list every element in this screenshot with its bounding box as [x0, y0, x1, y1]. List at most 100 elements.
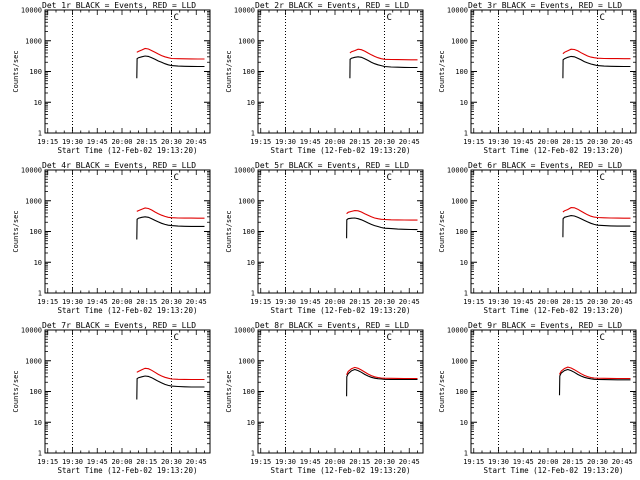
- x-tick-label: 20:00: [111, 298, 132, 306]
- x-tick-label: 19:45: [513, 458, 534, 466]
- plot-frame: [470, 9, 637, 134]
- x-tick-label: 20:15: [562, 298, 583, 306]
- x-tick-label: 19:45: [87, 138, 108, 146]
- x-axis-label: Start Time (12-Feb-02 19:13:20): [58, 306, 198, 315]
- marker-label: C: [387, 173, 392, 183]
- marker-label: C: [174, 333, 179, 343]
- y-tick-label: 1000: [238, 357, 255, 365]
- x-tick-label: 20:15: [562, 458, 583, 466]
- y-tick-label: 100: [242, 68, 255, 76]
- y-tick-label: 1: [464, 290, 468, 298]
- plot-frame: [470, 329, 637, 454]
- x-tick-label: 20:00: [324, 458, 345, 466]
- y-tick-label: 1000: [25, 197, 42, 205]
- plot-frame: [44, 9, 211, 134]
- y-tick-label: 10: [460, 259, 468, 267]
- x-tick-label: 19:30: [488, 298, 509, 306]
- x-tick-label: 20:45: [612, 298, 633, 306]
- series-lld-line: [136, 367, 205, 381]
- x-tick-label: 20:30: [161, 138, 182, 146]
- y-tick-label: 100: [29, 68, 42, 76]
- x-tick-label: 19:45: [513, 298, 534, 306]
- x-tick-label: 20:30: [161, 298, 182, 306]
- detector-panel-1: 1 10 100 1000 10000 19:15 19:30 19:45 20:00 20:15…: [12, 1, 211, 155]
- detector-panel-3: 1 10 100 1000 10000 19:15 19:30 19:45 20:00 20:15…: [438, 1, 637, 155]
- x-tick-label: 20:45: [399, 298, 420, 306]
- y-tick-label: 10: [247, 419, 255, 427]
- y-tick-label: 100: [29, 388, 42, 396]
- series-lld-line: [349, 48, 418, 61]
- marker-label: C: [600, 333, 605, 343]
- y-tick-label: 1: [464, 130, 468, 138]
- y-tick-label: 10000: [21, 7, 42, 15]
- x-axis-label: Start Time (12-Feb-02 19:13:20): [484, 306, 624, 315]
- y-tick-label: 10000: [21, 167, 42, 175]
- panel-title: Det 8r BLACK = Events, RED = LLD: [255, 321, 409, 330]
- x-tick-label: 20:30: [587, 298, 608, 306]
- y-tick-label: 1: [38, 290, 42, 298]
- detector-panel-9: 1 10 100 1000 10000 19:15 19:30 19:45 20:00 20:15…: [438, 321, 637, 475]
- x-tick-label: 19:15: [37, 298, 58, 306]
- x-tick-label: 20:00: [111, 138, 132, 146]
- plot-frame: [44, 169, 211, 294]
- x-tick-label: 20:00: [537, 298, 558, 306]
- series-lld-line: [346, 210, 418, 221]
- series-events-line: [346, 368, 418, 397]
- x-axis-label: Start Time (12-Feb-02 19:13:20): [484, 466, 624, 475]
- x-tick-label: 19:15: [250, 138, 271, 146]
- x-tick-label: 19:15: [463, 138, 484, 146]
- panel-title: Det 3r BLACK = Events, RED = LLD: [468, 1, 622, 10]
- y-tick-label: 1000: [25, 357, 42, 365]
- y-tick-label: 10000: [447, 327, 468, 335]
- y-tick-label: 1: [464, 450, 468, 458]
- y-tick-label: 10: [247, 259, 255, 267]
- x-axis-label: Start Time (12-Feb-02 19:13:20): [271, 146, 411, 155]
- x-tick-label: 19:30: [62, 138, 83, 146]
- y-tick-label: 10000: [234, 167, 255, 175]
- x-tick-label: 20:15: [136, 458, 157, 466]
- y-axis-label: Counts/sec: [438, 210, 446, 252]
- panel-title: Det 4r BLACK = Events, RED = LLD: [42, 161, 196, 170]
- y-tick-label: 10000: [234, 327, 255, 335]
- panel-title: Det 7r BLACK = Events, RED = LLD: [42, 321, 196, 330]
- x-tick-label: 19:15: [250, 298, 271, 306]
- y-axis-label: Counts/sec: [225, 210, 233, 252]
- x-tick-label: 19:30: [62, 298, 83, 306]
- x-tick-label: 20:45: [399, 458, 420, 466]
- y-tick-label: 10: [460, 419, 468, 427]
- y-tick-label: 1: [38, 450, 42, 458]
- series-events-line: [562, 55, 631, 79]
- y-tick-label: 1: [251, 450, 255, 458]
- plot-frame: [44, 329, 211, 454]
- y-axis-label: Counts/sec: [12, 370, 20, 412]
- plot-frame: [257, 329, 424, 454]
- x-axis-label: Start Time (12-Feb-02 19:13:20): [271, 466, 411, 475]
- detector-panel-4: 1 10 100 1000 10000 19:15 19:30 19:45 20:00 20:15…: [12, 161, 211, 315]
- y-tick-label: 1000: [451, 357, 468, 365]
- x-tick-label: 19:30: [488, 458, 509, 466]
- y-tick-label: 1000: [238, 197, 255, 205]
- panel-title: Det 5r BLACK = Events, RED = LLD: [255, 161, 409, 170]
- panel-title: Det 2r BLACK = Events, RED = LLD: [255, 1, 409, 10]
- series-events-line: [136, 216, 205, 240]
- series-lld-line: [562, 48, 631, 60]
- x-axis-label: Start Time (12-Feb-02 19:13:20): [484, 146, 624, 155]
- y-tick-label: 100: [455, 68, 468, 76]
- y-axis-label: Counts/sec: [12, 50, 20, 92]
- x-tick-label: 20:45: [186, 298, 207, 306]
- x-tick-label: 20:15: [349, 458, 370, 466]
- series-events-line: [346, 217, 418, 239]
- x-tick-label: 20:30: [374, 138, 395, 146]
- x-tick-label: 20:00: [537, 138, 558, 146]
- y-axis-label: Counts/sec: [225, 50, 233, 92]
- y-tick-label: 10000: [447, 7, 468, 15]
- x-tick-label: 20:45: [612, 138, 633, 146]
- marker-label: C: [600, 173, 605, 183]
- x-tick-label: 19:45: [300, 298, 321, 306]
- y-tick-label: 1: [38, 130, 42, 138]
- y-tick-label: 10: [34, 259, 42, 267]
- x-tick-label: 20:15: [349, 298, 370, 306]
- x-tick-label: 19:15: [37, 138, 58, 146]
- marker-label: C: [174, 173, 179, 183]
- series-events-line: [562, 215, 631, 238]
